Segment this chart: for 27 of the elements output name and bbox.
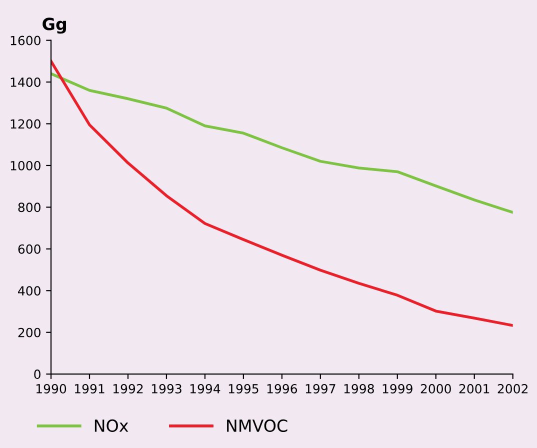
y-tick-label: 0 <box>34 370 40 380</box>
y-tick-label: 800 <box>18 202 40 212</box>
x-tick-label: 2002 <box>498 384 528 394</box>
line-series <box>51 60 513 327</box>
y-axis-title: Gg <box>42 18 66 34</box>
x-tick-label: 2001 <box>459 384 490 394</box>
x-tick-label: 1990 <box>36 384 66 394</box>
y-tick-label: 200 <box>18 328 40 338</box>
y-tick-label: 600 <box>18 244 40 254</box>
y-tick-label: 1000 <box>10 160 40 170</box>
legend-label: NMVOC <box>227 419 288 432</box>
y-tick-label: 400 <box>18 286 40 296</box>
x-tick-label: 1998 <box>344 384 374 394</box>
x-tick-label: 1999 <box>382 384 412 394</box>
x-tick-label: 1994 <box>190 384 220 394</box>
x-tick-label: 1991 <box>74 384 104 394</box>
line-series <box>51 72 513 214</box>
y-tick-label: 1400 <box>10 78 40 87</box>
legend-label: NOx <box>94 419 128 432</box>
x-tick-label: 1996 <box>267 384 298 394</box>
x-tick-label: 1993 <box>152 384 182 394</box>
x-tick-label: 2000 <box>420 384 451 394</box>
x-tick-label: 1997 <box>306 384 336 394</box>
x-tick-label: 1992 <box>113 384 143 394</box>
y-tick-label: 1200 <box>10 119 40 129</box>
y-tick-label: 1600 <box>10 36 40 46</box>
x-tick-label: 1995 <box>228 384 258 394</box>
